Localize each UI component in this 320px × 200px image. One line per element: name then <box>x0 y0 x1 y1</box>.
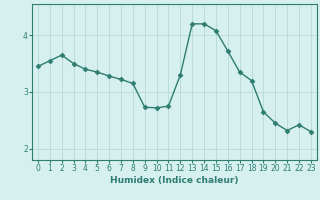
X-axis label: Humidex (Indice chaleur): Humidex (Indice chaleur) <box>110 176 239 185</box>
